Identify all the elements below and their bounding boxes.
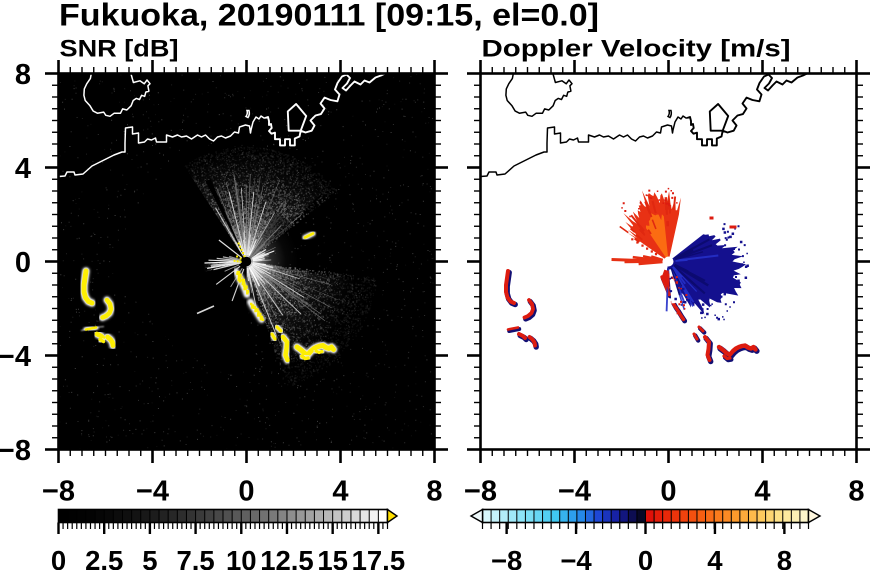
svg-text:−8: −8 — [464, 476, 497, 508]
svg-text:12.5: 12.5 — [260, 545, 314, 570]
svg-text:−8: −8 — [0, 435, 31, 467]
svg-text:7.5: 7.5 — [176, 545, 214, 570]
svg-text:−4: −4 — [0, 341, 31, 373]
svg-text:0: 0 — [660, 476, 676, 508]
svg-text:10: 10 — [226, 545, 257, 570]
svg-text:4: 4 — [754, 476, 770, 508]
svg-text:4: 4 — [15, 153, 31, 185]
svg-text:2.5: 2.5 — [85, 545, 123, 570]
svg-text:−8: −8 — [42, 476, 75, 508]
svg-text:0: 0 — [51, 545, 66, 570]
svg-text:0: 0 — [238, 476, 254, 508]
svg-text:0: 0 — [638, 545, 653, 570]
svg-text:−4: −4 — [558, 476, 591, 508]
svg-text:4: 4 — [332, 476, 348, 508]
svg-text:0: 0 — [15, 247, 31, 279]
svg-text:4: 4 — [707, 545, 723, 570]
svg-text:Doppler Velocity [m/s]: Doppler Velocity [m/s] — [482, 36, 791, 63]
svg-text:8: 8 — [15, 59, 31, 91]
svg-text:8: 8 — [777, 545, 792, 570]
svg-text:15: 15 — [317, 545, 348, 570]
svg-text:8: 8 — [848, 476, 864, 508]
svg-text:−4: −4 — [136, 476, 169, 508]
svg-text:−8: −8 — [491, 545, 522, 570]
svg-text:8: 8 — [426, 476, 442, 508]
svg-text:−4: −4 — [560, 545, 592, 570]
svg-text:SNR [dB]: SNR [dB] — [60, 36, 179, 63]
svg-text:17.5: 17.5 — [352, 545, 406, 570]
svg-text:Fukuoka, 20190111 [09:15, el=0: Fukuoka, 20190111 [09:15, el=0.0] — [59, 0, 599, 33]
svg-text:5: 5 — [142, 545, 157, 570]
